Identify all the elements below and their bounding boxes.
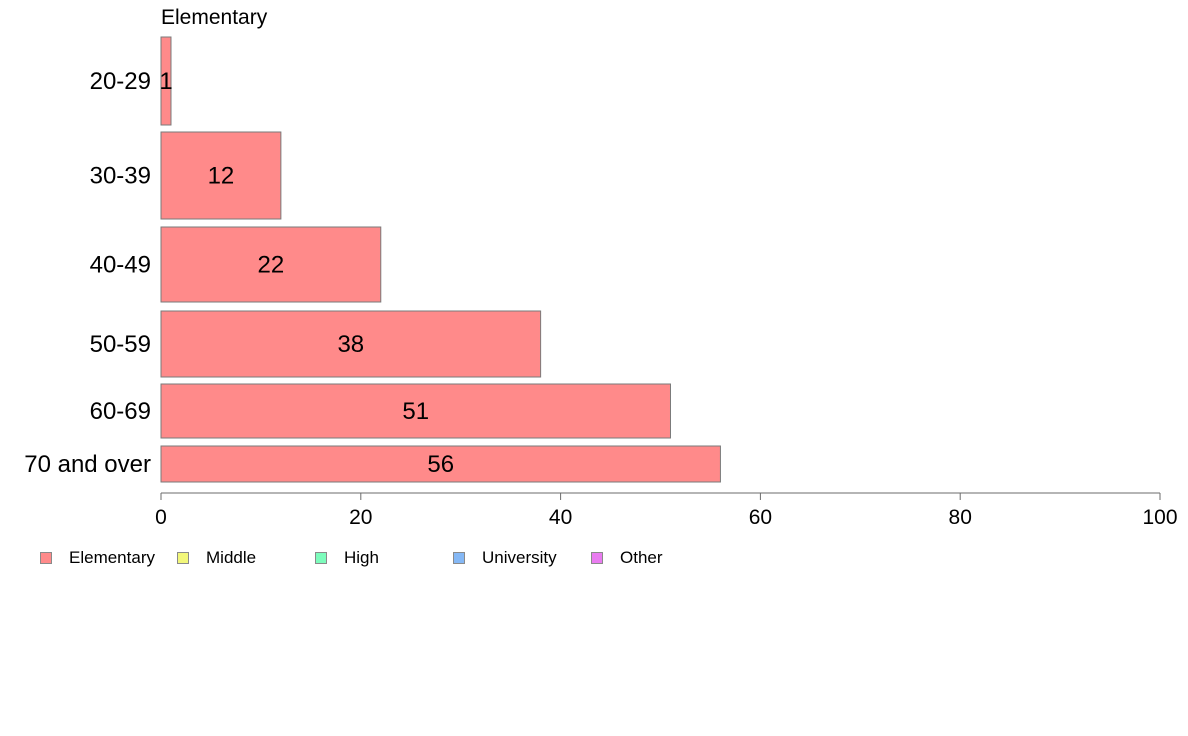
bar-value-label: 12 bbox=[208, 163, 235, 190]
legend-item-other: Other bbox=[591, 548, 663, 568]
y-tick-label: 30-39 bbox=[90, 163, 151, 190]
y-axis-labels: 20-29 30-39 40-49 50-59 60-69 70 and over bbox=[24, 68, 151, 478]
bar-value-label: 38 bbox=[337, 331, 364, 358]
bar-data-labels: 1 12 22 38 51 56 bbox=[159, 68, 454, 478]
bar-60-69 bbox=[160, 383, 671, 439]
bar-value-label: 56 bbox=[427, 451, 454, 478]
legend-swatch-university bbox=[453, 552, 465, 564]
legend-swatch-other bbox=[591, 552, 603, 564]
bar-value-label: 1 bbox=[159, 68, 172, 95]
x-tick-label: 20 bbox=[349, 506, 372, 529]
x-axis-ticks: 0 20 40 60 80 100 bbox=[155, 493, 1178, 529]
y-tick-label: 40-49 bbox=[90, 252, 151, 279]
legend-item-elementary: Elementary bbox=[40, 548, 155, 568]
x-tick-label: 0 bbox=[155, 506, 167, 529]
bar-value-label: 22 bbox=[258, 252, 285, 279]
bar-20-29 bbox=[160, 36, 172, 126]
legend-swatch-elementary bbox=[40, 552, 52, 564]
y-tick-label: 70 and over bbox=[24, 451, 151, 478]
x-tick-label: 80 bbox=[949, 506, 972, 529]
y-tick-label: 50-59 bbox=[90, 331, 151, 358]
x-tick-label: 100 bbox=[1142, 506, 1177, 529]
legend-swatch-middle bbox=[177, 552, 189, 564]
legend-label-high: High bbox=[344, 548, 379, 567]
y-tick-label: 60-69 bbox=[90, 398, 151, 425]
x-tick-label: 60 bbox=[749, 506, 772, 529]
legend-item-middle: Middle bbox=[177, 548, 256, 568]
bar-30-39 bbox=[160, 131, 282, 220]
bar-50-59 bbox=[160, 310, 542, 378]
legend-label-university: University bbox=[482, 548, 557, 567]
legend-item-university: University bbox=[453, 548, 557, 568]
y-tick-label: 20-29 bbox=[90, 68, 151, 95]
x-tick-label: 40 bbox=[549, 506, 572, 529]
bars bbox=[160, 36, 721, 483]
bar-40-49 bbox=[160, 226, 382, 303]
legend: Elementary Middle High University Other bbox=[40, 548, 800, 568]
panel-title: Elementary bbox=[161, 6, 268, 29]
legend-label-other: Other bbox=[620, 548, 663, 567]
legend-label-middle: Middle bbox=[206, 548, 257, 567]
bar-70-and-over bbox=[160, 445, 721, 483]
legend-item-high: High bbox=[315, 548, 379, 568]
legend-swatch-high bbox=[315, 552, 327, 564]
bar-value-label: 51 bbox=[402, 398, 429, 425]
legend-label-elementary: Elementary bbox=[69, 548, 155, 567]
